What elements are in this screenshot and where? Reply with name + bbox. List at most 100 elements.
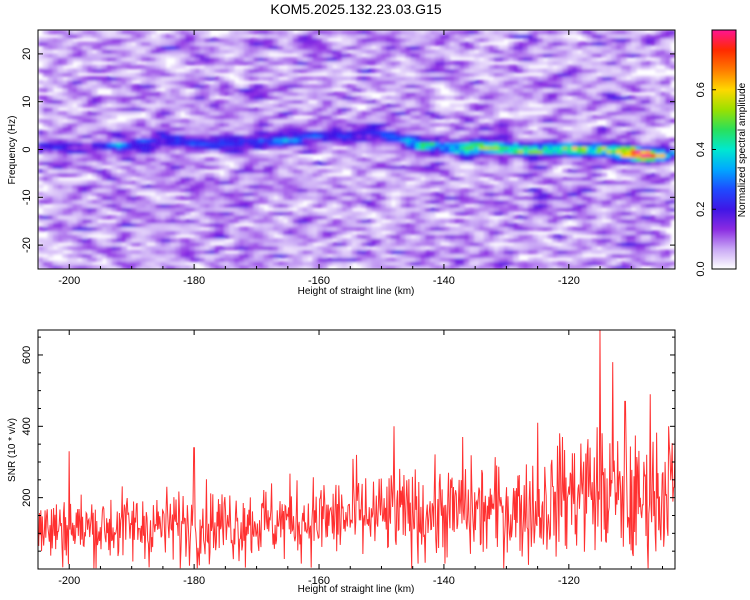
heatmap-cell — [513, 134, 519, 139]
heatmap-cell — [189, 249, 196, 255]
heatmap-cell — [665, 211, 671, 216]
heatmap-cell — [199, 180, 206, 185]
heatmap-cell — [292, 122, 299, 127]
heatmap-cell — [567, 149, 573, 154]
heatmap-cell — [180, 172, 186, 178]
heatmap-cell — [400, 253, 407, 259]
heatmap-cell — [302, 265, 309, 269]
heatmap-cell — [645, 168, 652, 174]
heatmap-cell — [126, 211, 132, 216]
heatmap-cell — [131, 107, 137, 112]
heatmap-cell — [145, 261, 152, 266]
heatmap-cell — [42, 215, 49, 220]
heatmap-cell — [322, 172, 328, 178]
heatmap-cell — [601, 130, 607, 135]
heatmap-cell — [439, 253, 446, 259]
heatmap-cell — [390, 184, 397, 189]
heatmap-cell — [106, 215, 113, 220]
heatmap-cell — [586, 180, 593, 185]
heatmap-cell — [327, 191, 333, 197]
heatmap-cell — [258, 265, 264, 269]
heatmap-cell — [307, 145, 313, 151]
heatmap-cell — [469, 130, 475, 135]
heatmap-cell — [91, 141, 98, 147]
heatmap-cell — [601, 153, 607, 158]
heatmap-cell — [537, 191, 544, 197]
heatmap-cell — [292, 230, 299, 235]
heatmap-cell — [194, 141, 201, 147]
heatmap-cell — [385, 242, 392, 247]
heatmap-cell — [248, 188, 255, 193]
heatmap-cell — [214, 126, 220, 131]
heatmap-cell — [650, 180, 656, 185]
heatmap-cell — [238, 234, 245, 239]
heatmap-cell — [82, 253, 88, 259]
heatmap-cell — [297, 207, 304, 212]
heatmap-cell — [454, 145, 460, 151]
heatmap-cell — [611, 261, 617, 266]
heatmap-cell — [145, 126, 152, 131]
heatmap-cell — [454, 137, 460, 143]
heatmap-cell — [567, 168, 573, 174]
heatmap-cell — [57, 207, 64, 212]
heatmap-cell — [415, 245, 421, 251]
heatmap-cell — [650, 245, 656, 251]
heatmap-cell — [503, 230, 509, 235]
heatmap-cell — [160, 141, 166, 147]
heatmap-cell — [336, 122, 343, 127]
heatmap-cell — [586, 149, 593, 154]
heatmap-cell — [523, 249, 529, 255]
heatmap-cell — [219, 191, 225, 197]
heatmap-cell — [434, 218, 441, 224]
heatmap-cell — [253, 184, 260, 189]
heatmap-cell — [616, 230, 622, 235]
heatmap-cell — [297, 211, 304, 216]
heatmap-cell — [297, 137, 304, 143]
heatmap-cell — [140, 207, 147, 212]
heatmap-cell — [356, 122, 362, 127]
heatmap-cell — [415, 110, 421, 116]
heatmap-cell — [552, 215, 558, 220]
heatmap-cell — [204, 137, 211, 143]
heatmap-cell — [439, 184, 446, 189]
heatmap-cell — [199, 168, 206, 174]
heatmap-cell — [341, 107, 348, 112]
heatmap-cell — [655, 180, 661, 185]
heatmap-cell — [376, 238, 382, 243]
heatmap-cell — [248, 110, 255, 116]
heatmap-cell — [410, 149, 416, 154]
heatmap-cell — [586, 168, 593, 174]
heatmap-cell — [395, 188, 402, 193]
heatmap-cell — [596, 234, 603, 239]
heatmap-cell — [601, 134, 607, 139]
heatmap-cell — [562, 180, 568, 185]
heatmap-cell — [106, 122, 113, 127]
heatmap-cell — [150, 134, 157, 139]
heatmap-cell — [567, 188, 573, 193]
heatmap-cell — [425, 257, 431, 262]
heatmap-cell — [488, 114, 495, 120]
heatmap-cell — [420, 110, 426, 116]
heatmap-cell — [503, 199, 509, 205]
heatmap-cell — [258, 238, 264, 243]
heatmap-cell — [405, 226, 411, 232]
heatmap-cell — [464, 141, 470, 147]
heatmap-cell — [42, 149, 49, 154]
heatmap-cell — [655, 203, 661, 208]
heatmap-cell — [111, 238, 117, 243]
heatmap-cell — [106, 107, 113, 112]
heatmap-cell — [150, 238, 157, 243]
heatmap-cell — [621, 145, 627, 151]
heatmap-cell — [528, 134, 534, 139]
heatmap-cell — [420, 199, 426, 205]
heatmap-cell — [332, 134, 338, 139]
heatmap-cell — [189, 180, 196, 185]
heatmap-cell — [552, 134, 558, 139]
heatmap-cell — [273, 253, 279, 259]
heatmap-cell — [483, 261, 490, 266]
heatmap-cell — [111, 176, 117, 181]
heatmap-cell — [665, 199, 671, 205]
heatmap-cell — [209, 203, 215, 208]
heatmap-cell — [258, 261, 264, 266]
heatmap-cell — [356, 234, 362, 239]
